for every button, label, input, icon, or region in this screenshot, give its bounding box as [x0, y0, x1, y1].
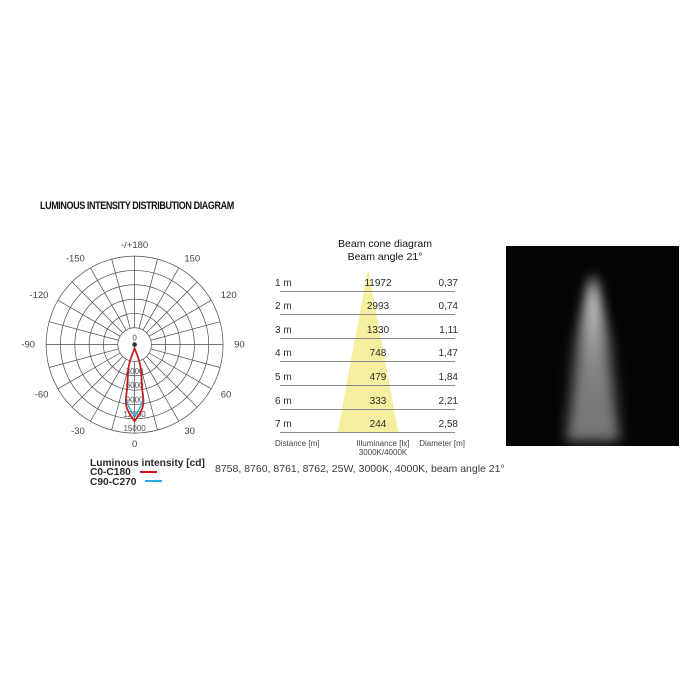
svg-text:60: 60 [221, 389, 232, 400]
svg-text:0: 0 [132, 334, 137, 343]
svg-text:30: 30 [184, 426, 195, 437]
svg-text:-150: -150 [66, 253, 85, 264]
svg-text:-/+180: -/+180 [121, 240, 148, 251]
svg-text:-30: -30 [71, 426, 85, 437]
svg-text:120: 120 [221, 290, 237, 301]
svg-text:0: 0 [132, 439, 137, 450]
svg-text:150: 150 [184, 253, 200, 264]
svg-text:-120: -120 [29, 290, 48, 301]
svg-text:15000: 15000 [123, 424, 146, 433]
svg-text:-60: -60 [35, 389, 49, 400]
svg-text:-90: -90 [21, 340, 35, 351]
svg-text:90: 90 [234, 340, 245, 351]
